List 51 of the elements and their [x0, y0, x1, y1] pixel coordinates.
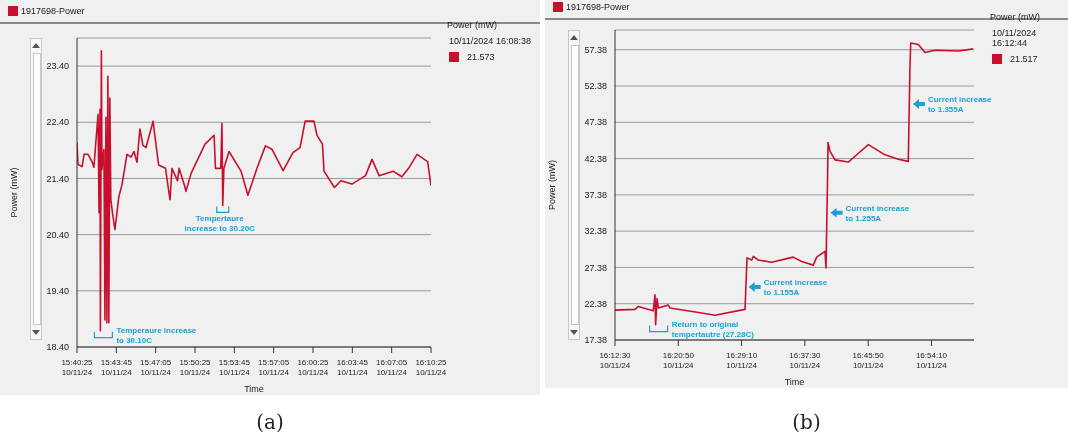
text: (b) [791, 410, 822, 434]
annotation: Temperaure increase to 30.10C [116, 325, 197, 345]
x-tick-label: 15:43:45 10/11/24 [100, 358, 133, 377]
annotation: Current increase to 1.255A [845, 203, 910, 223]
x-tick-label: 16:20:50 10/11/24 [662, 351, 695, 370]
x-axis-title: Time [784, 377, 805, 387]
x-tick-label: 15:53:45 10/11/24 [218, 358, 251, 377]
text: 10/11/2024 16:08:38 [449, 36, 531, 46]
text: 21.573 [467, 52, 495, 62]
y-tick-label: 27.38 [584, 262, 607, 273]
y-axis-title: Power (mW) [9, 167, 20, 218]
x-tick-label: 16:03:45 10/11/24 [336, 358, 369, 377]
annotation: Return to original tempertautre (27.28C) [671, 319, 755, 339]
text: Power (mW) [447, 20, 497, 30]
text: 21.517 [1010, 54, 1038, 64]
y-tick-label: 18.40 [46, 342, 69, 353]
legend-label: 1917698-Power [21, 6, 85, 16]
y-tick-label: 42.38 [584, 153, 607, 164]
y-tick-label: 20.40 [46, 229, 69, 240]
y-tick-label: 57.38 [584, 44, 607, 55]
y-tick-label: 19.40 [46, 286, 69, 297]
x-axis-title: Time [244, 384, 264, 394]
text: (a) [255, 410, 285, 434]
x-tick-label: 16:00:25 10/11/24 [297, 358, 330, 377]
y-tick-label: 22.38 [584, 298, 607, 309]
x-tick-label: 16:10:25 10/11/24 [415, 358, 448, 377]
x-tick-label: 16:45:50 10/11/24 [852, 351, 885, 370]
x-tick-label: 16:29:10 10/11/24 [726, 351, 758, 370]
x-tick-label: 16:37:30 10/11/24 [789, 351, 821, 370]
y-tick-label: 37.38 [584, 190, 607, 201]
text: Power (mW) [990, 12, 1040, 22]
text: 10/11/2024 16:12:44 [992, 28, 1038, 48]
x-tick-label: 15:40:25 10/11/24 [61, 358, 94, 377]
annotation: Tempertaure increase to 30.20C [184, 214, 256, 234]
x-tick-label: 15:50:25 10/11/24 [179, 358, 212, 377]
legend-label: 1917698-Power [566, 2, 630, 12]
y-tick-label: 21.40 [46, 173, 69, 184]
x-tick-label: 15:47:05 10/11/24 [140, 358, 172, 377]
y-tick-label: 23.40 [46, 61, 69, 72]
y-tick-label: 32.38 [584, 226, 607, 237]
x-tick-label: 16:54:10 10/11/24 [915, 351, 948, 370]
x-tick-label: 16:12:30 10/11/24 [599, 351, 632, 370]
annotation: Current increase to 1.355A [927, 95, 993, 115]
x-tick-label: 15:57:05 10/11/24 [258, 358, 290, 377]
y-tick-label: 22.40 [46, 117, 69, 128]
y-axis-title: Power (mW) [547, 160, 558, 210]
x-tick-label: 16:07:05 10/11/24 [376, 358, 408, 377]
y-tick-label: 17.38 [584, 335, 607, 346]
y-tick-label: 47.38 [584, 117, 607, 128]
y-tick-label: 52.38 [584, 81, 607, 92]
annotation: Current increase to 1.155A [763, 277, 828, 297]
